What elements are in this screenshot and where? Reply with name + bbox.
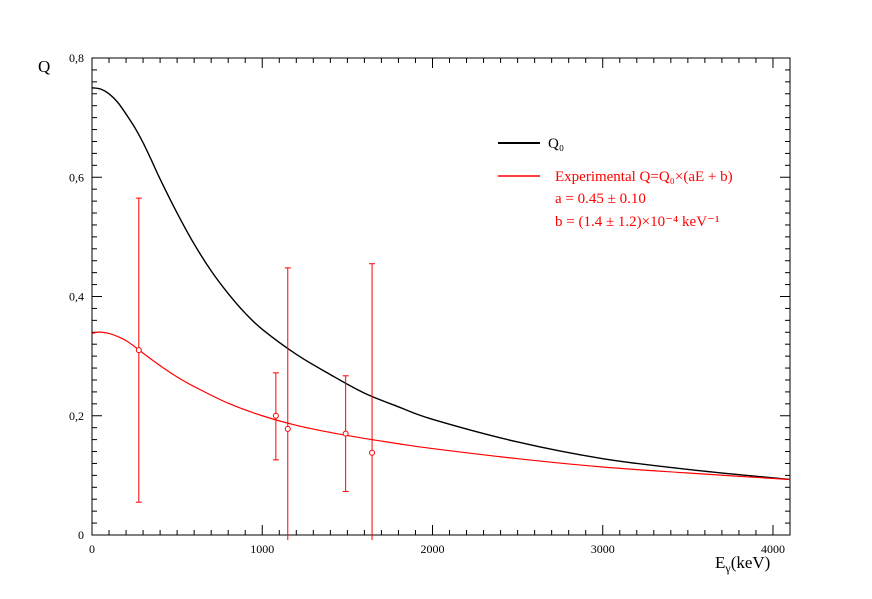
- y-axis-title: Q: [38, 57, 50, 76]
- legend: Q₀ Experimental Q=Q₀×(aE + b) a = 0.45 ±…: [498, 136, 733, 230]
- x-axis-title-unit: (keV): [731, 553, 771, 572]
- legend-label-q0: Q₀: [548, 136, 564, 152]
- data-point: [342, 430, 349, 437]
- x-tick-label: 4000: [761, 542, 785, 556]
- x-tick-label: 2000: [420, 542, 444, 556]
- plot-frame: [91, 57, 791, 536]
- y-tick-label: 0: [78, 528, 84, 542]
- y-tick-label: 0,8: [69, 51, 84, 65]
- data-point: [284, 425, 291, 432]
- legend-label-experimental: Experimental Q=Q₀×(aE + b): [555, 169, 733, 185]
- y-tick-label: 0,6: [69, 170, 84, 184]
- series-layer: [91, 87, 791, 481]
- legend-annotation-a: a = 0.45 ± 0.10: [555, 191, 646, 207]
- series-line-q0: [91, 87, 791, 481]
- y-tick-label: 0,4: [69, 290, 84, 304]
- data-point: [369, 449, 376, 456]
- data-point: [135, 347, 142, 354]
- legend-annotation-b: b = (1.4 ± 1.2)×10⁻⁴ keV⁻¹: [555, 214, 719, 230]
- series-line-experimental: [91, 331, 791, 481]
- x-axis-title: Eγ(keV): [715, 553, 770, 575]
- x-tick-label: 3000: [591, 542, 615, 556]
- x-tick-label: 1000: [250, 542, 274, 556]
- x-axis-title-base: E: [715, 553, 725, 572]
- axes: 0 1000 2000 3000 4000 0 0,2 0,4 0,6 0,8: [69, 51, 791, 556]
- data-point: [272, 412, 279, 419]
- error-bars: [135, 197, 376, 540]
- y-tick-label: 0,2: [69, 409, 84, 423]
- x-tick-label: 0: [89, 542, 95, 556]
- x-axis-title-sub: γ: [724, 561, 731, 575]
